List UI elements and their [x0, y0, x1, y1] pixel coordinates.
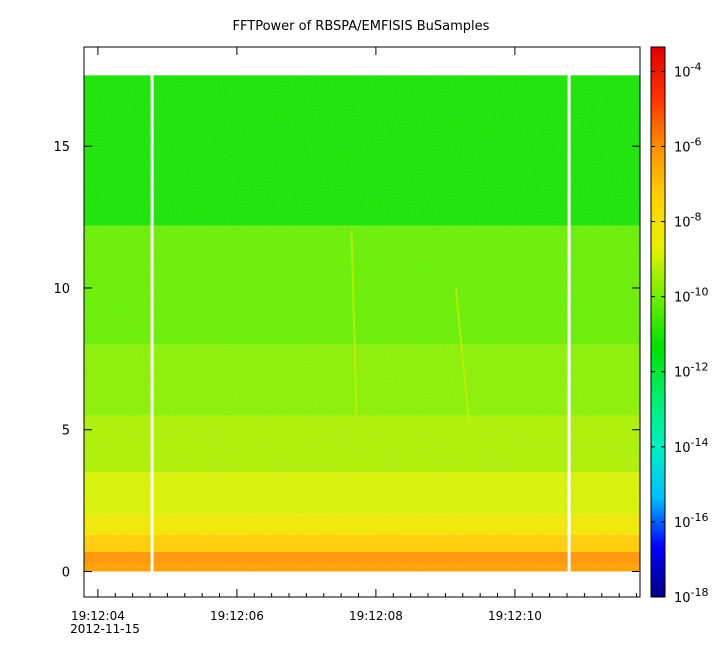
y-axis: 0 5 10 15: [53, 140, 640, 580]
spectrogram-texture: [84, 75, 640, 572]
data-gap: [567, 75, 571, 572]
data-gap: [150, 75, 154, 572]
y-tick-label: 0: [62, 565, 70, 580]
colorbar-tick-label: 10-14: [674, 436, 709, 456]
x-tick-label: 19:12:06: [210, 609, 264, 623]
y-tick-label: 10: [53, 282, 70, 297]
chart-title: FFTPower of RBSPA/EMFISIS BuSamples: [233, 19, 490, 34]
x-axis: 19:12:04 19:12:06 19:12:08 19:12:10: [71, 47, 638, 623]
colorbar-tick-label: 10-10: [674, 286, 709, 306]
colorbar-tick-label: 10-8: [674, 211, 702, 231]
x-tick-label: 19:12:04: [71, 609, 125, 623]
x-tick-label: 19:12:10: [488, 609, 542, 623]
emission-feature: [350, 231, 358, 416]
colorbar-tick-label: 10-12: [674, 361, 709, 381]
colorbar-tick-label: 10-4: [674, 60, 702, 80]
x-date-label: 2012-11-15: [70, 622, 140, 636]
colorbar-tick-label: 10-16: [674, 511, 709, 531]
y-tick-label: 5: [62, 424, 70, 439]
plot-border: [83, 46, 641, 598]
colorbar-tick-label: 10-6: [674, 135, 702, 155]
colorbar-gradient: [650, 46, 666, 598]
y-tick-label: 15: [53, 140, 70, 155]
colorbar: 10-4 10-6 10-8 10-10 10-12 10-14 10-16 10-18: [650, 46, 709, 606]
colorbar-tick-label: 10-18: [674, 586, 709, 606]
emission-feature: [454, 287, 471, 430]
plot-area: [84, 75, 640, 572]
x-tick-label: 19:12:08: [349, 609, 403, 623]
axis-frame: [83, 46, 641, 598]
